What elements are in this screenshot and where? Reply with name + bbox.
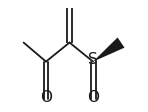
Text: S: S bbox=[88, 52, 98, 67]
Text: O: O bbox=[87, 90, 99, 105]
Text: O: O bbox=[40, 90, 52, 105]
Polygon shape bbox=[93, 38, 124, 62]
